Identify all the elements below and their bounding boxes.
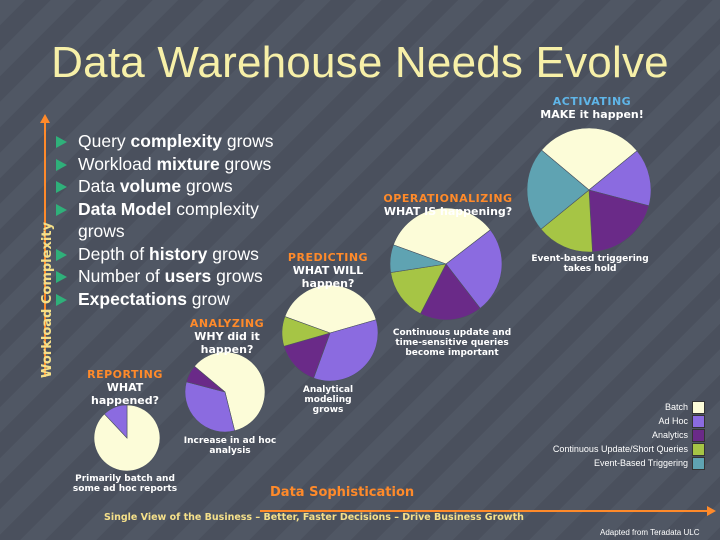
stage-name: REPORTING [87,368,163,381]
pie-predicting [281,284,379,382]
bullet-item: Data volume grows [54,175,284,198]
stage-reporting: REPORTING WHAT happened? [80,368,170,407]
pie-slice-continuous-update-short-queries [540,189,593,253]
bullet-list: Query complexity grows Workload mixture … [54,130,284,310]
stage-operationalizing: OPERATIONALIZING WHAT IS happening? [368,192,528,218]
stage-question: WHAT WILL happen? [292,264,364,290]
pie-slice-ad-hoc [313,319,379,382]
pie-slice-ad-hoc [184,381,236,433]
bullet-item: Data Model complexity grows [54,198,284,243]
pie-slice-batch [193,351,266,432]
note-predicting: Analytical modeling grows [302,385,354,415]
legend-swatch [692,400,705,414]
note-operationalizing: Continuous update and time-sensitive que… [392,328,512,358]
bullet-triangle-icon [56,293,67,306]
y-axis-arrow [40,114,50,377]
note-analyzing: Increase in ad hoc analysis [183,436,277,456]
legend-item-batch: Batch [520,400,705,414]
pie-activating [526,127,652,253]
note-activating: Event-based triggering takes hold [531,254,649,274]
stage-question: WHAT happened? [90,381,159,407]
legend-swatch [692,456,705,470]
legend-swatch [692,414,705,428]
footer-tagline: Single View of the Business – Better, Fa… [104,512,524,523]
pie-slice-ad-hoc [103,404,128,439]
bullet-triangle-icon [56,271,67,283]
slide-title: Data Warehouse Needs Evolve [51,38,669,87]
pie-slice-batch [392,207,491,265]
legend-item-analytics: Analytics [520,428,705,442]
pie-slice-ad-hoc [445,229,503,309]
bullet-triangle-icon [56,203,67,216]
bullet-item: Expectations grow [54,288,284,311]
pie-slice-event-based-triggering [389,244,447,273]
bullet-triangle-icon [56,136,67,148]
bullet-item: Workload mixture grows [54,153,284,176]
stage-name: PREDICTING [287,251,369,264]
pie-slice-analytics [185,365,226,393]
legend-item-event: Event-Based Triggering [520,456,705,470]
legend-swatch [692,442,705,456]
pie-slice-analytics [588,189,650,253]
stage-question: WHY did it happen? [194,330,260,356]
bullet-triangle-icon [56,181,67,193]
pie-slice-event-based-triggering [526,149,590,230]
stage-name: ANALYZING [189,317,265,330]
pie-operationalizing [389,207,503,321]
bullet-triangle-icon [56,248,67,261]
stage-name: ACTIVATING [552,95,632,108]
bullet-item: Query complexity grows [54,130,284,153]
legend-item-continuous: Continuous Update/Short Queries [520,442,705,456]
note-reporting: Primarily batch and some ad hoc reports [72,474,178,494]
pie-slice-continuous-update-short-queries [390,263,447,315]
stage-analyzing: ANALYZING WHY did it happen? [172,317,282,356]
pie-slice-batch [541,127,638,191]
source-credit: Adapted from Teradata ULC [600,528,700,537]
bullet-item: Number of users grows [54,265,284,288]
stage-question: MAKE it happen! [540,108,644,121]
pie-slice-continuous-update-short-queries [281,316,331,347]
pie-slice-batch [284,284,377,334]
bullet-item: Depth of history grows [54,243,284,266]
stage-name: OPERATIONALIZING [383,192,513,205]
legend-item-adhoc: Ad Hoc [520,414,705,428]
stage-activating: ACTIVATING MAKE it happen! [530,95,654,121]
bullet-triangle-icon [56,158,67,171]
pie-reporting [93,404,161,472]
pie-analyzing [184,351,266,433]
stage-predicting: PREDICTING WHAT WILL happen? [278,251,378,290]
legend-swatch [692,428,705,442]
x-axis-label: Data Sophistication [270,485,415,500]
pie-slice-analytics [419,263,481,321]
legend: Batch Ad Hoc Analytics Continuous Update… [520,400,705,470]
stage-question: WHAT IS happening? [383,205,513,218]
x-axis-arrow [260,506,716,516]
pie-slice-ad-hoc [588,150,652,207]
